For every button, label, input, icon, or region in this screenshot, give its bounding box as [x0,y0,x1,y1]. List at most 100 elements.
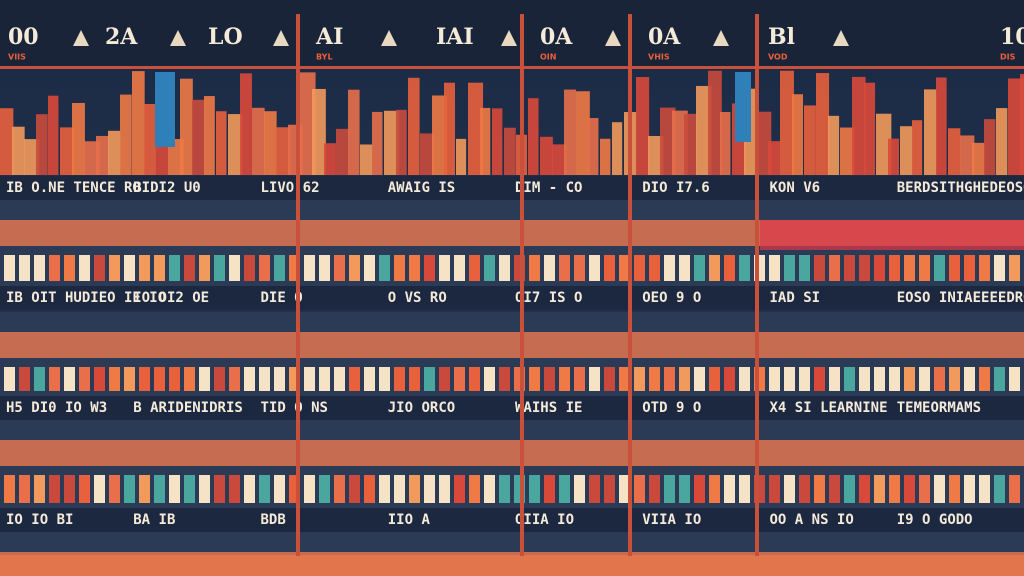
window [799,475,810,503]
window [619,475,630,503]
column-divider [520,14,524,556]
window [4,255,15,281]
floor-stripe [0,440,1024,466]
window [544,475,555,503]
window [319,255,330,281]
skyline-block [384,110,400,175]
band-text: IO OI2 OE [133,290,209,306]
window [994,367,1005,391]
window [604,475,615,503]
skyline-block [60,127,75,175]
band-text: IB O.NE TENCE RO [6,180,141,196]
window [409,475,420,503]
window [964,475,975,503]
band-text: IIO A [388,512,431,528]
skyline-block [660,107,676,175]
dividers [0,14,1024,556]
skyline-block [528,98,539,175]
window [199,475,210,503]
skyline-block [888,138,899,175]
window [679,255,690,281]
window [814,367,825,391]
window [499,367,510,391]
window [859,475,870,503]
window [754,367,765,391]
skyline-block [612,122,623,175]
window [544,255,555,281]
window [349,367,360,391]
window [889,475,900,503]
window [364,475,375,503]
window [739,475,750,503]
window [664,255,675,281]
window [34,367,45,391]
window [109,255,120,281]
window [919,255,930,281]
window [694,255,705,281]
skyline-block [672,110,688,175]
skyline-block [84,141,100,175]
skyline-block [396,109,407,175]
skyline-block [576,91,590,175]
window [724,475,735,503]
window [484,255,495,281]
window [994,475,1005,503]
window [334,367,345,391]
window [349,255,360,281]
window [724,367,735,391]
window [709,475,720,503]
window [649,255,660,281]
header-label: 10 [1000,24,1024,50]
window [289,255,300,281]
window [64,367,75,391]
skyline-block [984,119,996,175]
window [379,475,390,503]
window [289,367,300,391]
window [124,367,135,391]
band-text: OIIA IO [515,512,574,528]
skyline-block [228,114,243,175]
skyline-block [780,70,794,175]
skyline-tower [155,72,175,147]
window [1009,475,1020,503]
window [289,475,300,503]
window [919,475,930,503]
skyline-block [300,72,316,175]
skyline-block [912,120,923,175]
window [649,367,660,391]
window [379,255,390,281]
header-icon [605,30,621,46]
band-text: BA IB [133,512,175,528]
window [874,255,885,281]
skyline-block [336,128,349,175]
window [874,367,885,391]
skyline-block [552,144,567,175]
window [934,475,945,503]
window [244,255,255,281]
window [169,255,180,281]
skyline-block [684,113,697,175]
skyline-block [48,95,59,175]
window [259,367,270,391]
window [199,255,210,281]
skyline-block [456,138,467,175]
window [979,367,990,391]
header: 00 VIIS 2A LO AI BYL IAI 0A OIN 0A VHIS Bl VOD 10 DIS [8,24,1024,62]
skyline-block [804,105,816,175]
skyline-block [96,135,109,175]
window [619,367,630,391]
band-text: H5 DI0 IO W3 [6,400,107,416]
window [529,475,540,503]
header-label: 00 [8,24,39,50]
band-text: BERDSITHGHEDEOSO [897,180,1024,196]
window [349,475,360,503]
window [949,255,960,281]
header-icon [73,30,89,46]
skyline-block [1020,74,1024,175]
window [559,367,570,391]
skyline-block [240,73,252,175]
window [184,367,195,391]
header-underline [0,66,1024,69]
window [364,367,375,391]
header-label: 2A [105,24,138,50]
